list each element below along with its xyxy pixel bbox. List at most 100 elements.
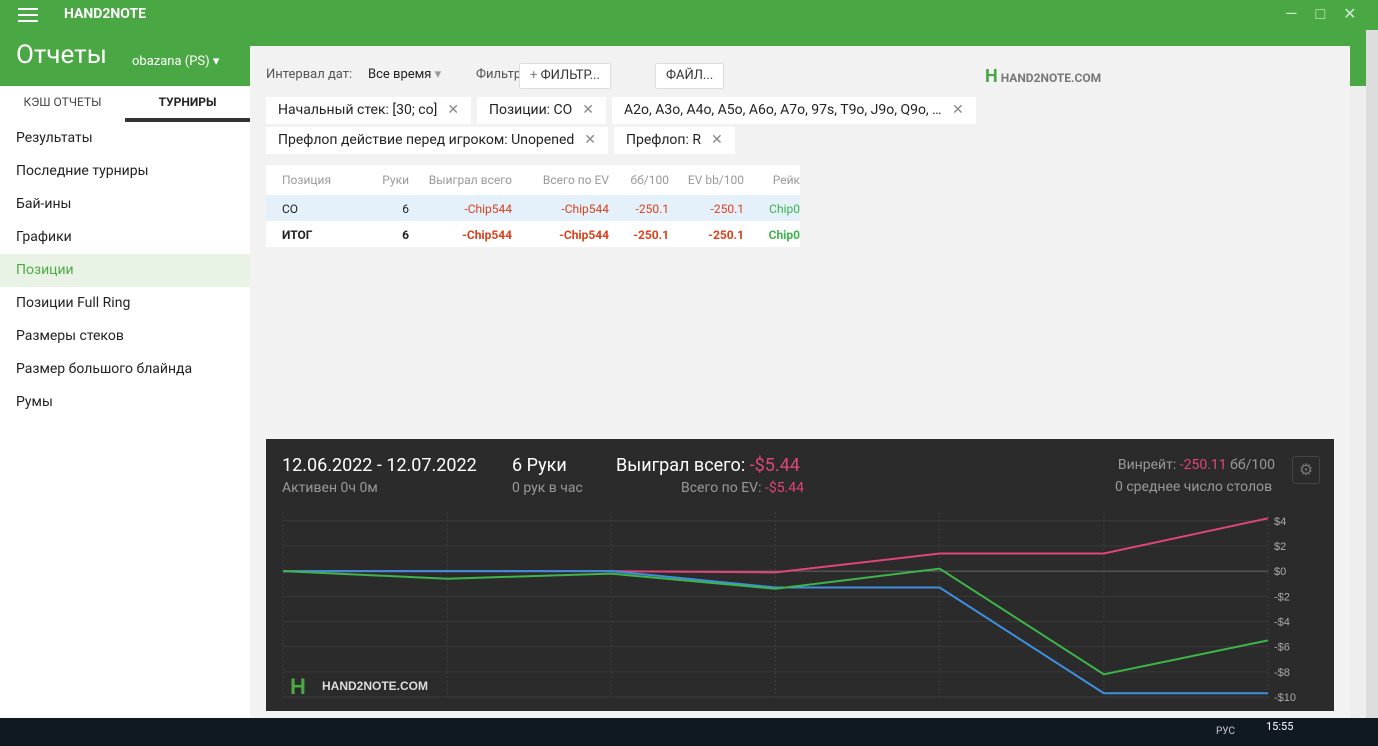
y-tick-label: -$4 <box>1274 616 1290 628</box>
series-line <box>283 570 1268 695</box>
ev-value: -$5.44 <box>764 480 804 496</box>
cell: ИТОГ <box>282 228 313 242</box>
interval-label: Интервал дат: <box>266 67 353 82</box>
cell: CO <box>282 202 299 216</box>
nav-item[interactable]: Бай-ины <box>16 196 72 212</box>
cell: -Chip544 <box>464 202 512 216</box>
lang: РУС <box>1216 726 1235 737</box>
tab[interactable]: ТУРНИРЫ <box>125 86 250 122</box>
tab[interactable]: КЭШ ОТЧЕТЫ <box>23 95 102 109</box>
ev: Всего по EV: -$5.44 <box>681 480 804 496</box>
winrate: Винрейт: -250.11 бб/100 <box>1118 457 1275 473</box>
chip-remove[interactable]: ✕ <box>710 132 723 148</box>
y-tick-label: -$8 <box>1274 667 1290 679</box>
y-tick-label: -$10 <box>1274 692 1296 704</box>
brand-text: HAND2NOTE.COM <box>1000 71 1102 85</box>
nav-item[interactable]: Позиции Full Ring <box>16 295 131 311</box>
sidebar: КЭШ ОТЧЕТЫ ТУРНИРЫ Результаты Последние ту… <box>0 86 250 718</box>
chips: Начальный стек: [30; co] ✕ Позиции: CO ✕ A2o… <box>266 97 986 154</box>
window-controls[interactable]: —□✕ <box>1285 4 1375 23</box>
filter-chip: Префлоп: R ✕ <box>614 127 735 154</box>
nav-item[interactable]: Последние турниры <box>16 163 149 179</box>
cell: Chip0 <box>768 228 800 242</box>
table-row: ИТОГ 6 -Chip544 -Chip544 -250.1 -250.1 Chip0 <box>266 221 800 247</box>
ev-label: Всего по EV: <box>680 480 762 496</box>
watermark: HAND2NOTE.COM <box>322 679 428 693</box>
cell: -Chip544 <box>559 228 609 242</box>
hands-per-hour: 0 рук в час <box>512 480 583 496</box>
y-tick-label: $4 <box>1274 516 1286 528</box>
chip-remove[interactable]: ✕ <box>582 102 595 118</box>
chip-remove[interactable]: ✕ <box>952 102 964 118</box>
cell: -250.1 <box>635 202 669 216</box>
won-value: -$5.44 <box>749 455 800 476</box>
table: Позиция Руки Выиграл всего Всего по EV бб/10… <box>266 165 800 247</box>
title-bar: HAND2NOTE —□✕ <box>0 0 1378 30</box>
nav-item[interactable]: Размеры стеков <box>16 328 124 344</box>
cell: Всего по EV <box>542 173 609 187</box>
won-label: Выиграл всего: <box>616 455 746 476</box>
filter-button-text: ФИЛЬТР... <box>540 68 600 83</box>
taskbar: РУС 15:55 <box>0 718 1378 746</box>
chart: $4 $2 $0 -$2 -$4 -$6 -$8 -$10 H HAND2NOTE.COM <box>282 512 1296 704</box>
cell: Рейк <box>772 173 800 187</box>
nav-item[interactable]: Графики <box>16 229 72 245</box>
winrate-unit: бб/100 <box>1230 457 1275 473</box>
winrate-value: -250.11 <box>1179 457 1227 473</box>
filter-button[interactable]: + ФИЛЬТР... <box>519 63 611 89</box>
filter-chip: A2o, A3o, A4o, A5o, A6o, A7o, 97s, T9o, … <box>612 97 976 124</box>
filter-chip: Префлоп действие перед игроком: Unopened… <box>266 127 608 154</box>
series-line <box>282 567 1269 676</box>
cell: 6 <box>402 228 409 242</box>
cell: Позиция <box>282 173 332 187</box>
file-button-text: ФАЙЛ... <box>666 68 714 83</box>
won: Выиграл всего: -$5.44 <box>616 455 800 476</box>
cell: -250.1 <box>710 202 744 216</box>
menu-icon[interactable] <box>18 8 38 22</box>
settings-button[interactable]: ⚙ <box>1292 456 1320 484</box>
chip-text: A2o, A3o, A4o, A5o, A6o, A7o, 97s, T9o, … <box>624 102 943 118</box>
nav-item[interactable]: Позиции <box>0 254 250 287</box>
y-tick-label: -$6 <box>1274 642 1290 654</box>
cell: 6 <box>402 202 409 216</box>
table-row: CO 6 -Chip544 -Chip544 -250.1 -250.1 Chip0 <box>266 195 800 221</box>
cell: EV bb/100 <box>687 173 744 187</box>
cell: -250.1 <box>633 228 669 242</box>
cell: бб/100 <box>630 173 669 187</box>
interval-value: Все время <box>368 67 432 82</box>
cell: Выиграл всего <box>428 173 512 187</box>
chip-remove[interactable]: ✕ <box>584 132 596 148</box>
cell: -Chip544 <box>561 202 609 216</box>
clock: 15:55 <box>1266 720 1294 733</box>
tabs: КЭШ ОТЧЕТЫ ТУРНИРЫ <box>0 86 250 122</box>
interval-select[interactable]: Все время ▾ <box>368 67 442 82</box>
chart-panel: 12.06.2022 - 12.07.2022 Активен 0ч 0м 6 … <box>266 439 1334 711</box>
nav: Результаты Последние турниры Бай-ины График… <box>0 122 250 419</box>
app-name: HAND2NOTE <box>64 6 147 22</box>
cell: -Chip544 <box>462 228 512 242</box>
chip-text: Позиции: CO <box>489 102 573 118</box>
chip-text: Начальный стек: [30; co] <box>278 102 438 118</box>
nav-item[interactable]: Размер большого блайнда <box>16 361 193 377</box>
file-button[interactable]: ФАЙЛ... <box>655 63 725 89</box>
y-tick-label: -$2 <box>1274 591 1290 603</box>
account[interactable]: obazana (PS) ▾ <box>132 54 220 69</box>
winrate-label: Винрейт: <box>1117 457 1177 473</box>
y-tick-label: $2 <box>1274 541 1286 553</box>
content: Интервал дат: Все время ▾ Фильтры: + ФИЛ… <box>250 46 1350 726</box>
filter-chip: Начальный стек: [30; co] ✕ <box>266 97 472 124</box>
nav-item[interactable]: Результаты <box>16 130 93 146</box>
hands: 6 Руки <box>512 455 567 476</box>
filter-chip: Позиции: CO ✕ <box>477 97 607 124</box>
brand: H HAND2NOTE.COM <box>985 66 1102 87</box>
cell: -250.1 <box>708 228 744 242</box>
table-header: Позиция Руки Выиграл всего Всего по EV бб/10… <box>266 165 800 195</box>
header-title: Отчеты <box>16 40 107 70</box>
cell: Руки <box>382 173 409 187</box>
nav-item[interactable]: Румы <box>16 394 53 410</box>
chip-remove[interactable]: ✕ <box>447 102 460 118</box>
watermark-icon: H <box>290 674 306 699</box>
active-time: Активен 0ч 0м <box>282 480 378 496</box>
chip-text: Префлоп действие перед игроком: Unopened <box>278 132 575 148</box>
